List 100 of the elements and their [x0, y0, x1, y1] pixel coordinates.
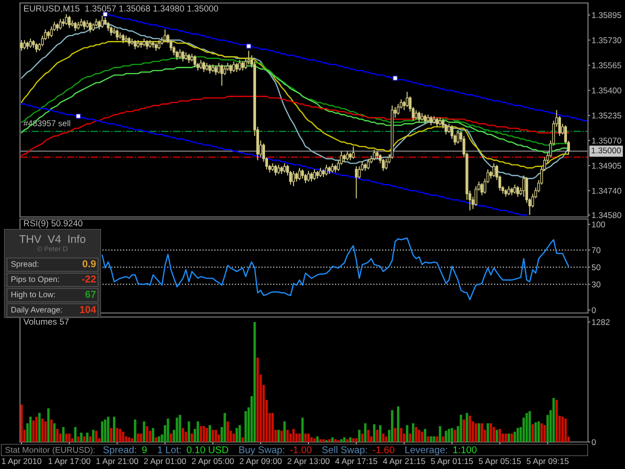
y-tick-label: 0 [592, 439, 596, 446]
bar [277, 430, 280, 442]
bar [534, 422, 537, 442]
candlestick [182, 50, 184, 62]
candlestick [513, 184, 516, 194]
bar [319, 439, 322, 442]
candlestick [188, 53, 190, 64]
candlestick [238, 59, 242, 72]
bar [214, 430, 218, 442]
candlestick [220, 64, 224, 86]
bar [364, 423, 366, 442]
text: 67 [85, 290, 96, 298]
candlestick [396, 104, 400, 116]
candlestick [178, 48, 182, 59]
x-tick-label: 1 Apr 2010 [2, 458, 42, 466]
candlestick [382, 158, 385, 172]
candlestick [58, 18, 62, 30]
text: -1.00 [290, 446, 312, 454]
candlestick [436, 117, 438, 128]
bar [426, 436, 430, 442]
bar [478, 423, 480, 442]
text: Sell Swap: [322, 446, 367, 456]
bar [202, 426, 206, 442]
candlestick [29, 38, 32, 48]
bar [47, 408, 50, 442]
line-series [102, 237, 570, 300]
bar [379, 425, 382, 442]
bar [346, 439, 349, 442]
candlestick [283, 162, 286, 173]
candlestick [116, 28, 119, 41]
candlestick [199, 59, 202, 70]
candlestick [74, 21, 77, 32]
bar [134, 420, 136, 442]
candlestick [366, 158, 370, 170]
line-series [20, 103, 528, 216]
bar [564, 418, 567, 442]
bar [106, 416, 110, 442]
text: 1 Lot: [158, 446, 181, 454]
bar [62, 427, 65, 442]
candlestick [241, 60, 244, 72]
bar [56, 428, 59, 442]
text: -1.60 [372, 446, 394, 454]
candlestick [384, 158, 388, 170]
bar [382, 434, 384, 442]
bar [83, 436, 86, 442]
bar [466, 412, 468, 442]
bar [53, 423, 56, 442]
bar [408, 434, 412, 442]
bar [492, 427, 496, 442]
candlestick [82, 20, 86, 30]
bar [516, 428, 519, 442]
bar [480, 423, 484, 442]
text: Stat Monitor (EURUSD): [5, 446, 95, 454]
bar [80, 432, 82, 442]
bar [232, 434, 235, 442]
bar [532, 424, 534, 442]
bar [110, 428, 112, 442]
candlestick [295, 172, 298, 182]
chart-title: EURUSD,M15 1.35057 1.35068 1.34980 1.35000 [24, 5, 218, 13]
bar [390, 410, 394, 442]
candlestick [414, 110, 418, 120]
bar [188, 421, 190, 442]
bar [130, 438, 134, 442]
bar [253, 322, 256, 442]
text: 9 [142, 446, 147, 454]
bar [328, 439, 331, 442]
bar [116, 428, 118, 442]
candlestick [372, 149, 376, 161]
candlestick [424, 114, 426, 124]
bar [514, 432, 516, 442]
bar [271, 412, 274, 442]
candlestick [235, 62, 238, 73]
bar [420, 432, 424, 442]
candlestick [68, 15, 71, 28]
candlestick [232, 60, 236, 73]
candlestick [298, 167, 301, 181]
candlestick [98, 20, 101, 30]
y-tick-label: 1.35235 [592, 112, 622, 118]
y-tick-label: 1.35070 [592, 138, 622, 144]
bar [122, 432, 124, 442]
x-tick-label: 2 Apr 09:00 [240, 458, 282, 466]
bar [208, 425, 212, 442]
bar [385, 436, 388, 442]
bar [474, 423, 478, 442]
candlestick [307, 170, 310, 182]
candlestick [50, 26, 53, 38]
bar [376, 430, 378, 442]
bar [68, 434, 71, 442]
text: -22 [82, 275, 96, 282]
text: THV V4 Info [19, 234, 86, 243]
text: 1:100 [453, 446, 477, 454]
bar [238, 425, 241, 442]
text: Leverage: [405, 446, 447, 456]
y-tick-label: 1.35400 [592, 88, 622, 94]
bar [242, 437, 244, 442]
y-tick-label: 50 [592, 264, 600, 270]
candlestick [448, 123, 450, 134]
candlestick [176, 50, 178, 60]
x-tick-label: 2 Apr 01:00 [144, 458, 186, 466]
bar [468, 416, 472, 442]
